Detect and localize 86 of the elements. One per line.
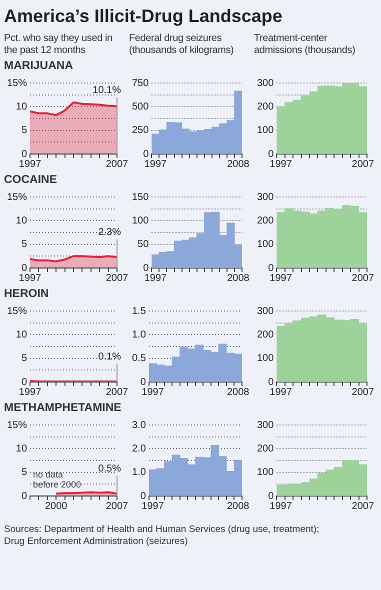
x-tick-label: 1997	[270, 500, 292, 512]
y-tick-label: 750	[132, 78, 150, 89]
annotation: 2.3%	[98, 226, 122, 238]
x-tick-label: 1997	[270, 386, 292, 398]
y-tick-label: 100	[256, 353, 274, 364]
y-tick-label: 0	[140, 490, 146, 502]
y-tick-label: 300	[256, 306, 274, 317]
x-tick-label: 2007	[106, 272, 129, 284]
y-tick-label: 5	[21, 353, 28, 364]
x-tick-label: 2008	[226, 500, 250, 512]
x-tick-label: 1997	[144, 272, 168, 284]
y-tick-label: 0	[268, 148, 274, 160]
x-tick-label: 2007	[106, 386, 129, 398]
y-tick-label: 0	[268, 376, 274, 388]
y-tick-label: 50	[138, 239, 150, 250]
y-tick-label: 0	[268, 262, 274, 274]
annotation: no data before 2000	[33, 469, 82, 490]
y-tick-label: 2.0	[132, 443, 146, 454]
x-tick-label: 2007	[106, 500, 129, 512]
y-axis-title: Federal drug seizures (thousands of kilograms)	[129, 33, 235, 58]
y-tick-label: 150	[132, 192, 150, 203]
x-tick-label: 1997	[142, 500, 164, 512]
y-tick-label: 300	[256, 192, 274, 203]
y-tick-label: 10	[16, 215, 28, 226]
y-tick-label: 10	[16, 101, 28, 112]
y-tick-label: 200	[256, 443, 274, 454]
y-tick-label: 200	[256, 329, 274, 340]
y-tick-label: 15%	[7, 306, 28, 317]
chart-title: COCAINE	[4, 174, 58, 188]
annotation: 0.5%	[98, 463, 122, 474]
y-tick-label: 0	[21, 376, 28, 388]
y-tick-label: 10	[16, 443, 28, 454]
x-tick-label: 1997	[18, 272, 42, 284]
y-tick-label: 15%	[7, 78, 28, 89]
y-tick-label: 0	[143, 148, 150, 160]
x-tick-label: 2008	[227, 158, 250, 170]
y-tick-label: 200	[256, 215, 274, 226]
y-axis-title: Pct. who say they used in the past 12 months	[4, 33, 114, 58]
source-note: Sources: Department of Health and Human Services (drug use, treatment); Drug Enforcement Administration (seizures)	[4, 524, 320, 548]
annotation: 0.1%	[98, 351, 122, 362]
x-tick-label: 2007	[352, 500, 374, 512]
y-tick-label: 500	[132, 101, 150, 112]
y-tick-label: 0	[21, 262, 28, 274]
y-tick-label: 0	[21, 148, 28, 160]
y-tick-label: 250	[132, 125, 150, 136]
y-tick-label: 3.0	[132, 420, 146, 431]
chart-title: METHAMPHETAMINE	[4, 402, 122, 416]
y-tick-label: 100	[256, 239, 274, 250]
y-tick-label: 5	[21, 239, 28, 250]
y-tick-label: 0	[268, 490, 274, 502]
y-tick-label: 1.5	[132, 306, 146, 317]
y-tick-label: 15%	[7, 420, 28, 431]
y-tick-label: 100	[256, 467, 274, 478]
y-axis-title: Treatment-center admissions (thousands)	[254, 33, 356, 58]
annotation: 10.1%	[92, 84, 122, 96]
x-tick-label: 2007	[352, 272, 374, 284]
x-tick-label: 1997	[270, 158, 292, 170]
x-tick-label: 2007	[352, 386, 374, 398]
x-tick-label: 2008	[226, 386, 250, 398]
y-tick-label: 300	[256, 78, 274, 89]
y-tick-label: 0	[140, 376, 146, 388]
chart-title: MARIJUANA	[4, 60, 74, 74]
y-tick-label: 100	[256, 125, 274, 136]
y-tick-label: 15%	[7, 192, 28, 203]
x-tick-label: 1997	[18, 158, 42, 170]
y-tick-label: 10	[16, 329, 28, 340]
x-tick-label: 1997	[142, 386, 164, 398]
y-tick-label: 1.0	[132, 329, 146, 340]
y-tick-label: 300	[256, 420, 274, 431]
text: America’s Illicit-Drug Landscape	[4, 6, 284, 27]
x-tick-label: 2000	[44, 500, 68, 512]
x-tick-label: 1997	[144, 158, 168, 170]
x-tick-label: 1997	[270, 272, 292, 284]
y-tick-label: 5	[21, 125, 28, 136]
x-tick-label: 2007	[106, 158, 129, 170]
y-tick-label: 0	[21, 490, 28, 502]
y-tick-label: 1.0	[132, 467, 146, 478]
y-tick-label: 0	[143, 262, 150, 274]
y-tick-label: 100	[132, 215, 150, 226]
chart-title: HEROIN	[4, 288, 50, 302]
y-tick-label: 200	[256, 101, 274, 112]
x-tick-label: 2007	[352, 158, 374, 170]
x-tick-label: 2008	[227, 272, 250, 284]
y-tick-label: 0.5	[132, 353, 146, 364]
x-tick-label: 1997	[18, 386, 42, 398]
y-tick-label: 5	[21, 467, 28, 478]
